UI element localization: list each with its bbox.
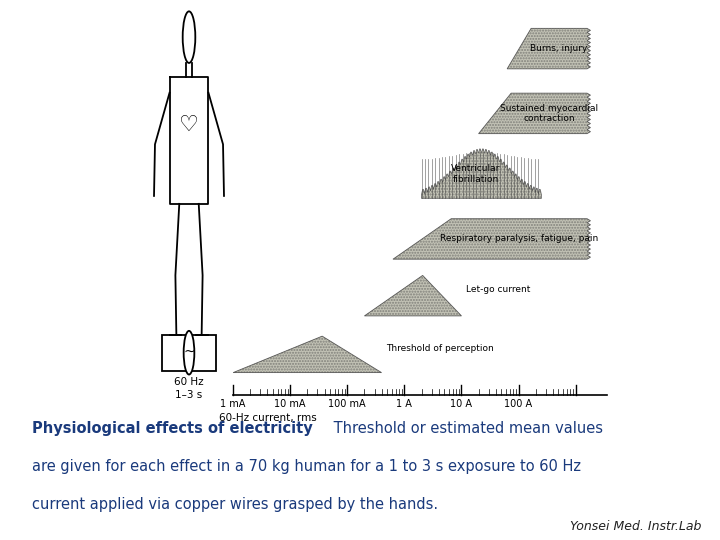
Circle shape <box>183 11 195 63</box>
FancyBboxPatch shape <box>162 335 216 370</box>
Polygon shape <box>393 219 590 259</box>
Text: 10 A: 10 A <box>451 399 472 409</box>
Text: ❄: ❄ <box>9 200 48 245</box>
Text: 60 Hz: 60 Hz <box>174 376 204 387</box>
Text: ❄: ❄ <box>98 123 130 161</box>
Text: current applied via copper wires grasped by the hands.: current applied via copper wires grasped… <box>32 497 438 512</box>
Text: 10 mA: 10 mA <box>274 399 306 409</box>
Circle shape <box>184 331 194 375</box>
Text: Yonsei Med. Instr.Lab: Yonsei Med. Instr.Lab <box>570 520 701 534</box>
Text: Ventricular
fibrillation: Ventricular fibrillation <box>451 164 500 184</box>
Text: 100 A: 100 A <box>505 399 533 409</box>
Text: Threshold or estimated mean values: Threshold or estimated mean values <box>328 421 603 436</box>
Polygon shape <box>507 28 590 69</box>
Text: Let-go current: Let-go current <box>466 285 531 294</box>
Text: Burns, injury: Burns, injury <box>531 44 588 53</box>
Text: ♡: ♡ <box>179 114 199 134</box>
Text: Physiological effects of electricity: Physiological effects of electricity <box>32 421 312 436</box>
Polygon shape <box>479 93 590 133</box>
Text: Sustained myocardial
contraction: Sustained myocardial contraction <box>500 104 598 123</box>
Polygon shape <box>233 336 382 373</box>
Polygon shape <box>421 148 541 198</box>
Text: 100 mA: 100 mA <box>328 399 366 409</box>
Text: 1–3 s: 1–3 s <box>176 390 202 400</box>
Text: ❄: ❄ <box>31 12 80 69</box>
Text: ~: ~ <box>183 345 195 359</box>
Polygon shape <box>364 275 462 316</box>
Text: Respiratory paralysis, fatigue, pain: Respiratory paralysis, fatigue, pain <box>440 234 598 244</box>
Text: are given for each effect in a 70 kg human for a 1 to 3 s exposure to 60 Hz: are given for each effect in a 70 kg hum… <box>32 459 581 474</box>
Text: 1 A: 1 A <box>397 399 413 409</box>
Text: 1 mA: 1 mA <box>220 399 246 409</box>
Text: Threshold of perception: Threshold of perception <box>386 345 494 353</box>
Text: 60-Hz current, rms: 60-Hz current, rms <box>219 413 317 423</box>
